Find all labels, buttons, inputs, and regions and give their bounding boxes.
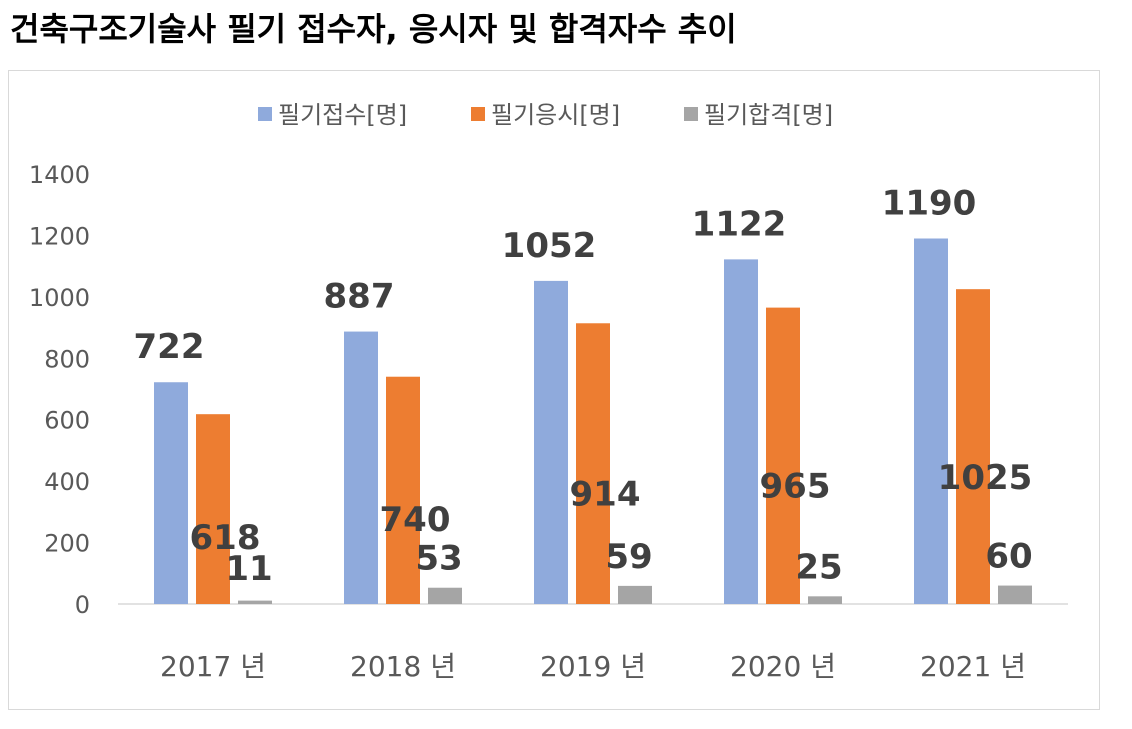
data-label: 25: [795, 547, 842, 587]
legend-swatch: [471, 107, 485, 121]
bar: [386, 376, 420, 604]
data-label: 1190: [882, 184, 977, 224]
data-label: 1052: [502, 226, 597, 266]
legend: 필기접수[명] 필기응시[명] 필기합격[명]: [258, 101, 833, 129]
y-tick-label: 1400: [29, 161, 90, 189]
y-tick-label: 0: [75, 591, 90, 619]
data-label: 60: [985, 537, 1032, 577]
bar: [196, 414, 230, 604]
bar: [154, 382, 188, 604]
data-label: 914: [570, 474, 641, 514]
x-tick-label: 2021 년: [920, 650, 1026, 683]
legend-label: 필기접수[명]: [278, 101, 407, 129]
bar: [998, 585, 1032, 604]
data-label: 618: [190, 518, 261, 558]
data-label: 59: [605, 537, 652, 577]
legend-swatch: [684, 107, 698, 121]
bar: [766, 307, 800, 604]
bar: [724, 259, 758, 604]
y-tick-label: 800: [44, 345, 90, 373]
legend-swatch: [258, 107, 272, 121]
y-tick-label: 400: [44, 468, 90, 496]
legend-label: 필기합격[명]: [704, 101, 833, 129]
data-label: 53: [415, 539, 462, 579]
bar: [914, 238, 948, 604]
legend-label: 필기응시[명]: [491, 101, 620, 129]
bar: [238, 600, 272, 604]
x-tick-label: 2019 년: [540, 650, 646, 683]
x-tick-label: 2017 년: [160, 650, 266, 683]
x-tick-label: 2020 년: [730, 650, 836, 683]
bar: [956, 289, 990, 604]
data-label: 722: [134, 327, 205, 367]
bar: [618, 585, 652, 604]
bars: [154, 238, 1032, 604]
bar: [808, 596, 842, 604]
y-axis: 0 200 400 600 800 1000 1200 1400: [29, 161, 90, 619]
data-label: 11: [225, 549, 272, 589]
x-tick-label: 2018 년: [350, 650, 456, 683]
bar: [534, 280, 568, 604]
y-tick-label: 200: [44, 530, 90, 558]
data-label: 740: [380, 500, 451, 540]
data-label: 1122: [692, 204, 787, 244]
x-axis: 2017 년 2018 년 2019 년 2020 년 2021 년: [160, 650, 1026, 683]
data-label: 887: [324, 277, 395, 317]
bar: [344, 331, 378, 604]
data-label: 965: [760, 467, 831, 507]
y-tick-label: 1200: [29, 222, 90, 250]
y-tick-label: 600: [44, 407, 90, 435]
page-title: 건축구조기술사 필기 접수자, 응시자 및 합격자수 추이: [10, 10, 737, 48]
bar: [428, 587, 462, 604]
y-tick-label: 1000: [29, 284, 90, 312]
bar: [576, 323, 610, 604]
data-label: 1025: [938, 458, 1033, 498]
